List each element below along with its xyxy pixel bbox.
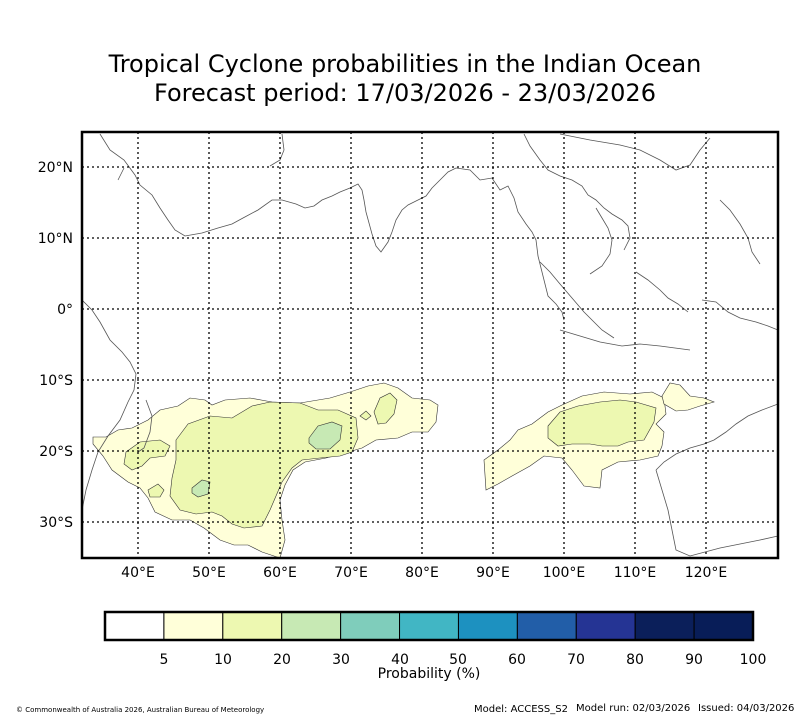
map-area	[82, 132, 778, 558]
coastlines	[82, 133, 778, 557]
colorbar-tick-40: 40	[391, 652, 409, 668]
colorbar: 5 10 20 30 40 50 60 70 80 90 100 Probabi…	[103, 610, 767, 682]
colorbar-swatch	[399, 611, 459, 641]
copyright-notice: © Commonwealth of Australia 2026, Austra…	[16, 706, 265, 714]
contour-10-west-small2	[147, 483, 165, 498]
colorbar-frame	[103, 610, 755, 642]
lat-label-10s: 10°S	[39, 373, 73, 389]
colorbar-tick-50: 50	[449, 652, 467, 668]
lat-label-20n: 20°N	[38, 160, 73, 176]
contour-5-east-small	[661, 382, 715, 412]
colorbar-tick-70: 70	[567, 652, 585, 668]
forecast-period: Forecast period: 17/03/2026 - 23/03/2026	[154, 79, 656, 107]
lat-label-20s: 20°S	[39, 444, 73, 460]
model-run-date: Model run: 02/03/2026	[576, 703, 691, 714]
lon-label-40e: 40°E	[121, 565, 155, 581]
colorbar-swatch	[693, 611, 754, 641]
colorbar-swatch	[104, 611, 165, 641]
contour-20-west	[308, 421, 343, 450]
colorbar-tick-60: 60	[508, 652, 526, 668]
colorbar-swatch	[281, 611, 342, 641]
map-frame	[80, 130, 780, 560]
lat-label-0: 0°	[57, 302, 73, 318]
contour-10-east	[547, 399, 657, 447]
colorbar-swatch	[516, 611, 577, 641]
colorbar-tick-100: 100	[740, 652, 767, 668]
probability-contours	[92, 382, 715, 558]
lon-label-100e: 100°E	[543, 565, 586, 581]
lon-label-60e: 60°E	[263, 565, 297, 581]
colorbar-tick-90: 90	[685, 652, 703, 668]
lon-label-80e: 80°E	[405, 565, 439, 581]
graticule	[82, 132, 778, 558]
colorbar-tick-80: 80	[626, 652, 644, 668]
colorbar-label: Probability (%)	[378, 666, 481, 682]
colorbar-swatch	[340, 611, 401, 641]
map-title: Tropical Cyclone probabilities in the In…	[108, 50, 702, 78]
lon-label-120e: 120°E	[685, 565, 728, 581]
model-name: Model: ACCESS_S2	[474, 704, 568, 715]
colorbar-tick-10: 10	[214, 652, 232, 668]
colorbar-swatch	[222, 611, 283, 641]
lon-label-90e: 90°E	[476, 565, 510, 581]
longitude-labels: 40°E 50°E 60°E 70°E 80°E 90°E 100°E 110°…	[121, 565, 727, 581]
latitude-labels: 20°N 10°N 0° 10°S 20°S 30°S	[38, 160, 73, 531]
colorbar-swatch	[575, 611, 636, 641]
contour-20-west-small	[191, 479, 211, 498]
colorbar-swatch	[457, 611, 518, 641]
issued-date: Issued: 04/03/2026	[698, 703, 795, 714]
contour-10-west-small3	[373, 392, 398, 425]
contour-10-west	[169, 401, 359, 529]
colorbar-swatch	[634, 611, 695, 641]
lon-label-70e: 70°E	[334, 565, 368, 581]
lat-label-30s: 30°S	[39, 515, 73, 531]
contour-10-west-small1	[123, 439, 171, 471]
colorbar-tick-20: 20	[273, 652, 291, 668]
lon-label-110e: 110°E	[614, 565, 657, 581]
colorbar-tick-5: 5	[160, 652, 169, 668]
colorbar-tick-labels: 5 10 20 30 40 50 60 70 80 90 100	[160, 652, 767, 668]
colorbar-swatch	[163, 611, 224, 641]
lat-label-10n: 10°N	[38, 231, 73, 247]
colorbar-tick-30: 30	[332, 652, 350, 668]
lon-label-50e: 50°E	[192, 565, 226, 581]
colorbar-swatches	[104, 611, 754, 641]
contour-10-west-small4	[359, 410, 372, 421]
